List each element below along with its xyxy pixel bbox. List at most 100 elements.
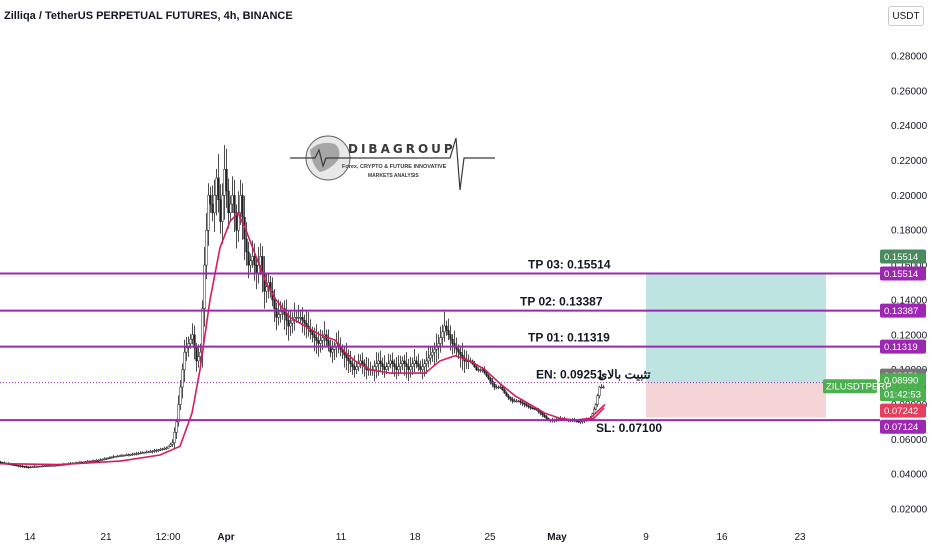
- y-tick-label: 0.22000: [891, 156, 928, 167]
- candle-body: [0, 461, 2, 464]
- candle-body: [375, 363, 378, 367]
- price-tag: [880, 339, 926, 354]
- candle-body: [15, 464, 18, 467]
- candle-body: [151, 450, 154, 453]
- candle-body: [449, 334, 452, 340]
- candle-body: [48, 465, 52, 467]
- candle-body: [399, 363, 402, 367]
- candle-body: [247, 251, 250, 266]
- candle-body: [429, 354, 432, 359]
- candle-body: [205, 229, 208, 266]
- candle-body: [215, 177, 218, 196]
- candle-body: [598, 386, 601, 396]
- candle-body: [114, 456, 117, 458]
- candle-body: [37, 466, 40, 468]
- ma-line: [0, 211, 606, 466]
- candle-body: [465, 360, 468, 362]
- candle-body: [155, 449, 158, 452]
- price-tags: 0.155140.155140.133870.113190.092510.092…: [823, 249, 926, 434]
- chart-title: Zilliqa / TetherUS PERPETUAL FUTURES, 4h…: [4, 10, 293, 22]
- y-tick-label: 0.18000: [891, 226, 928, 237]
- candle-body: [389, 360, 392, 365]
- candle-body: [207, 195, 210, 231]
- candle-body: [357, 363, 360, 367]
- x-tick-label: 9: [643, 532, 649, 543]
- candle-body: [135, 453, 138, 455]
- candle-body: [127, 454, 130, 456]
- candle-body: [515, 400, 518, 403]
- candle-body: [387, 363, 390, 367]
- candle-body: [199, 351, 202, 357]
- y-tick-label: 0.16000: [891, 261, 928, 272]
- candle-body: [169, 444, 172, 447]
- level-label-tp02: TP 02: 0.13387: [520, 295, 603, 309]
- candle-body: [457, 349, 460, 353]
- y-tick-label: 0.24000: [891, 121, 928, 132]
- position-zones: [646, 273, 826, 418]
- candle-body: [594, 404, 597, 410]
- x-tick-label: Apr: [217, 532, 234, 543]
- price-tag: [880, 387, 926, 402]
- candle-body: [99, 459, 102, 461]
- price-tag: [880, 403, 926, 418]
- candle-body: [433, 349, 436, 353]
- candle-body: [112, 456, 115, 458]
- candle-body: [423, 363, 426, 367]
- y-tick-label: 0.06000: [891, 435, 928, 446]
- candle-body: [21, 465, 24, 468]
- candle-body: [33, 466, 36, 468]
- candle-body: [395, 366, 398, 370]
- candle-body: [600, 386, 603, 389]
- level-label-sl: SL: 0.07100: [596, 421, 662, 435]
- candle-body: [345, 354, 348, 359]
- symbol-tag: [823, 379, 877, 394]
- candle-body: [31, 466, 34, 468]
- candle-body: [39, 465, 42, 468]
- candle-body: [23, 466, 26, 468]
- price-tag: [880, 249, 926, 264]
- candle-body: [295, 317, 298, 319]
- candle-body: [231, 195, 234, 205]
- candle-body: [577, 421, 580, 423]
- globe-heartbeat-icon: [290, 135, 495, 191]
- price-tag: [880, 419, 926, 434]
- candle-body: [475, 366, 478, 370]
- price-axis[interactable]: 0.28000 0.26000 0.24000 0.22000 0.20000 0.180…: [891, 52, 928, 516]
- time-axis[interactable]: 14 21 12:00 Apr 11 18 25 May 9 16 23: [24, 532, 806, 543]
- candle-body: [311, 331, 314, 336]
- candle-body: [239, 195, 242, 214]
- candle-body: [110, 456, 113, 459]
- candle-body: [173, 432, 176, 444]
- candle-body: [116, 455, 119, 458]
- candle-body: [301, 317, 304, 321]
- logo-name: DIBAGROUP: [348, 142, 456, 156]
- candle-body: [89, 460, 93, 463]
- candle-body: [265, 286, 268, 292]
- candle-body: [209, 195, 212, 205]
- candle-body: [93, 460, 97, 462]
- x-tick-label: May: [547, 532, 567, 543]
- candle-body: [353, 366, 356, 370]
- candle-body: [131, 453, 134, 456]
- candle-body: [517, 400, 520, 403]
- candle-body: [497, 386, 500, 389]
- symbol-tag-text: ZILUSDTPERP: [826, 382, 891, 393]
- x-tick-label: 23: [794, 532, 806, 543]
- candle-body: [533, 408, 536, 410]
- candle-body: [541, 412, 544, 416]
- candle-body: [171, 442, 174, 445]
- candle-body: [507, 395, 510, 398]
- candle-body: [108, 457, 112, 459]
- candle-body: [95, 460, 98, 462]
- candle-body: [35, 466, 38, 468]
- candle-body: [27, 466, 30, 468]
- candle-body: [44, 465, 48, 467]
- candle-body: [299, 317, 302, 319]
- candle-body: [251, 256, 254, 261]
- price-tag-text: 0.07242: [884, 406, 918, 417]
- logo-tagline-2: MARKETS ANALYSIS: [368, 173, 419, 179]
- candle-body: [159, 449, 162, 451]
- currency-unit-button[interactable]: USDT: [888, 6, 924, 26]
- candle-body: [505, 392, 508, 397]
